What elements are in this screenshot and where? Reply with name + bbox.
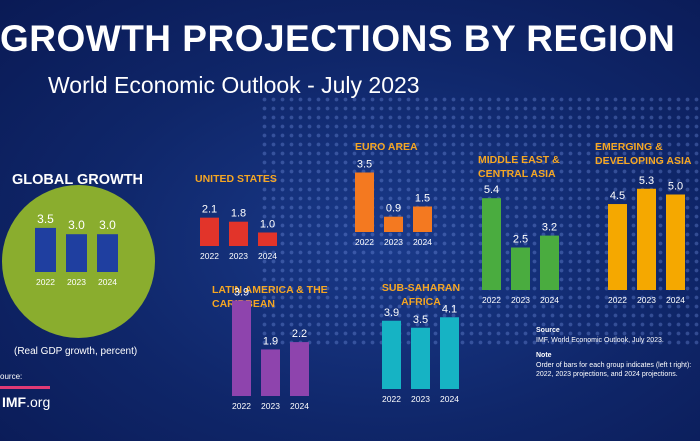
united_states-bar-2023 xyxy=(229,221,248,246)
euro_area-value-label-2024: 1.5 xyxy=(415,193,430,205)
panel-title-sub-saharan: SUB-SAHARAN AFRICA xyxy=(376,281,466,309)
page-title: GROWTH PROJECTIONS BY REGION xyxy=(0,18,676,59)
euro_area-tick-2024: 2024 xyxy=(413,237,432,247)
united_states-tick-2023: 2023 xyxy=(229,251,248,261)
united_states-tick-2022: 2022 xyxy=(200,251,219,261)
panel-title-euro-area: EURO AREA xyxy=(355,141,418,153)
note-heading: Note xyxy=(536,352,552,359)
united_states-bar-2024 xyxy=(258,232,277,246)
emerging_asia-value-label-2022: 4.5 xyxy=(610,190,625,202)
emerging_asia-value-label-2024: 5.0 xyxy=(668,181,683,193)
global-tick-2024: 2024 xyxy=(98,277,117,287)
united_states-value-label-2024: 1.0 xyxy=(260,219,275,231)
latin_america-value-label-2024: 2.2 xyxy=(292,328,307,340)
latin_america-bar-2022 xyxy=(232,300,251,396)
global-bar-2024 xyxy=(97,234,118,272)
sub_saharan-bar-2022 xyxy=(382,320,401,389)
latin_america-bar-2023 xyxy=(261,349,280,396)
panel-title-middle-east: MIDDLE EAST & CENTRAL ASIA xyxy=(478,153,560,181)
panel-title-sub-saharan-line1: SUB-SAHARAN xyxy=(381,282,461,294)
emerging_asia-bar-2022 xyxy=(608,204,627,290)
panel-title-united-states: UNITED STATES xyxy=(195,173,277,185)
latin_america-bar-2024 xyxy=(290,342,309,396)
middle_east-bar-2022 xyxy=(482,198,501,290)
sub_saharan-value-label-2023: 3.5 xyxy=(413,314,428,326)
emerging_asia-tick-2022: 2022 xyxy=(608,295,627,305)
middle_east-bar-2024 xyxy=(540,235,559,290)
emerging_asia-bar-2024 xyxy=(666,194,685,290)
emerging_asia-tick-2023: 2023 xyxy=(637,295,656,305)
emerging_asia-value-label-2023: 5.3 xyxy=(639,175,654,187)
sub_saharan-tick-2024: 2024 xyxy=(440,394,459,404)
source-text: IMF, World Economic Outlook, July 2023. xyxy=(536,336,664,344)
united_states-tick-2024: 2024 xyxy=(258,251,277,261)
sub_saharan-bar-2024 xyxy=(440,317,459,389)
global-growth-note: (Real GDP growth, percent) xyxy=(14,346,138,357)
source-heading: Source xyxy=(536,327,560,334)
united_states-bar-2022 xyxy=(200,217,219,246)
euro_area-bar-2023 xyxy=(384,216,403,232)
imf-logo-rest: .org xyxy=(26,394,51,410)
sub_saharan-tick-2022: 2022 xyxy=(382,394,401,404)
euro_area-value-label-2022: 3.5 xyxy=(357,159,372,171)
middle_east-tick-2024: 2024 xyxy=(540,295,559,305)
imf-logo-link[interactable]: IMF.org xyxy=(2,394,50,410)
note-text: Order of bars for each group indicates (… xyxy=(536,361,692,379)
panel-title-emerging-asia: EMERGING & DEVELOPING ASIA xyxy=(595,140,691,168)
middle_east-tick-2023: 2023 xyxy=(511,295,530,305)
sub_saharan-value-label-2022: 3.9 xyxy=(384,307,399,319)
latin_america-tick-2022: 2022 xyxy=(232,401,251,411)
source-label: ource: xyxy=(0,372,23,381)
euro_area-bar-2024 xyxy=(413,206,432,232)
global-tick-2023: 2023 xyxy=(67,277,86,287)
panel-title-sub-saharan-line2: AFRICA xyxy=(401,296,441,308)
global-value-label-2023: 3.0 xyxy=(68,218,85,232)
latin_america-value-label-2023: 1.9 xyxy=(263,335,278,347)
euro_area-value-label-2023: 0.9 xyxy=(386,203,401,215)
middle_east-value-label-2022: 5.4 xyxy=(484,184,499,196)
global-value-label-2022: 3.5 xyxy=(37,212,54,226)
united_states-value-label-2022: 2.1 xyxy=(202,204,217,216)
global-growth-title: GLOBAL GROWTH xyxy=(12,172,144,188)
sub_saharan-value-label-2024: 4.1 xyxy=(442,303,457,315)
notes-block: Source IMF, World Economic Outlook, July… xyxy=(536,326,696,386)
global-value-label-2024: 3.0 xyxy=(99,218,116,232)
euro_area-tick-2023: 2023 xyxy=(384,237,403,247)
sub_saharan-bar-2023 xyxy=(411,327,430,389)
united_states-value-label-2023: 1.8 xyxy=(231,208,246,220)
emerging_asia-tick-2024: 2024 xyxy=(666,295,685,305)
panel-title-emerging-asia-line2: DEVELOPING ASIA xyxy=(595,155,692,167)
middle_east-value-label-2023: 2.5 xyxy=(513,234,528,246)
sub_saharan-tick-2023: 2023 xyxy=(411,394,430,404)
panel-title-emerging-asia-line1: EMERGING & xyxy=(595,141,663,153)
middle_east-tick-2022: 2022 xyxy=(482,295,501,305)
imf-logo-bold: IMF xyxy=(2,394,27,410)
global-tick-2022: 2022 xyxy=(36,277,55,287)
source-accent-bar xyxy=(0,386,50,389)
emerging_asia-bar-2023 xyxy=(637,188,656,290)
euro_area-bar-2022 xyxy=(355,172,374,232)
middle_east-value-label-2024: 3.2 xyxy=(542,222,557,234)
panel-title-middle-east-line1: MIDDLE EAST & xyxy=(478,154,560,166)
panel-title-latin-america-line1: LATIN AMERICA & THE xyxy=(212,284,328,296)
latin_america-tick-2024: 2024 xyxy=(290,401,309,411)
page-subtitle: World Economic Outlook - July 2023 xyxy=(48,72,420,98)
global-bar-2023 xyxy=(66,234,87,272)
global-bar-2022 xyxy=(35,227,56,272)
panel-title-middle-east-line2: CENTRAL ASIA xyxy=(478,168,556,180)
euro_area-tick-2022: 2022 xyxy=(355,237,374,247)
latin_america-tick-2023: 2023 xyxy=(261,401,280,411)
panel-title-latin-america: LATIN AMERICA & THE CARIBBEAN xyxy=(212,283,328,311)
latin_america-value-label-2022: 3.9 xyxy=(234,286,249,298)
middle_east-bar-2023 xyxy=(511,247,530,290)
